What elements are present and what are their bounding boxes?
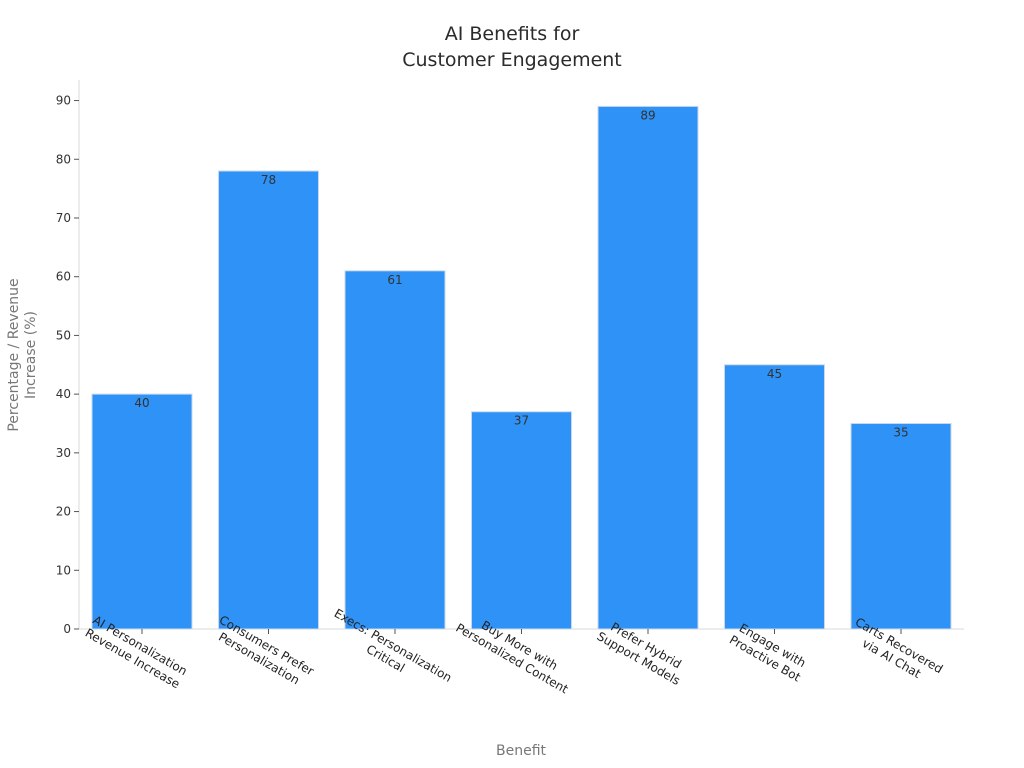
bar: [471, 411, 572, 630]
x-axis-title: Benefit: [496, 743, 547, 759]
y-tick-label: 10: [56, 563, 71, 577]
y-axis-title-line-1: Percentage / Revenue: [6, 278, 22, 431]
bar: [850, 422, 952, 630]
bar-value-label: 37: [514, 414, 529, 428]
y-axis-title-line-2: Increase (%): [23, 311, 39, 399]
chart-title-line-2: Customer Engagement: [402, 49, 622, 71]
data-labels: 40 78 61 37 89 45 35: [134, 108, 908, 439]
bars: [91, 105, 952, 630]
bar-value-label: 61: [387, 273, 402, 287]
chart-title-line-1: AI Benefits for: [445, 23, 580, 45]
bar: [91, 393, 193, 630]
y-tick-label: 80: [56, 152, 71, 166]
y-tick-label: 0: [63, 622, 71, 636]
y-tick-label: 20: [56, 505, 71, 519]
bar: [724, 364, 825, 630]
y-tick-label: 70: [56, 211, 71, 225]
bar: [218, 170, 319, 630]
bar: [597, 105, 699, 630]
bar-value-label: 78: [261, 173, 276, 187]
y-tick-label: 30: [56, 446, 71, 460]
y-tick-label: 50: [56, 328, 71, 342]
bar-value-label: 35: [893, 425, 908, 439]
y-tick-label: 90: [56, 94, 71, 108]
y-tick-label: 60: [56, 270, 71, 284]
y-tick-label: 40: [56, 387, 71, 401]
chart-title: AI Benefits for Customer Engagement: [402, 23, 622, 71]
y-axis-title: Percentage / Revenue Increase (%): [6, 278, 39, 431]
bar-value-label: 89: [640, 108, 655, 122]
bar-value-label: 45: [767, 367, 782, 381]
y-ticks: 0 10 20 30 40 50 60 70 80 90: [56, 94, 79, 636]
bar-value-label: 40: [134, 396, 149, 410]
bar: [344, 270, 446, 630]
